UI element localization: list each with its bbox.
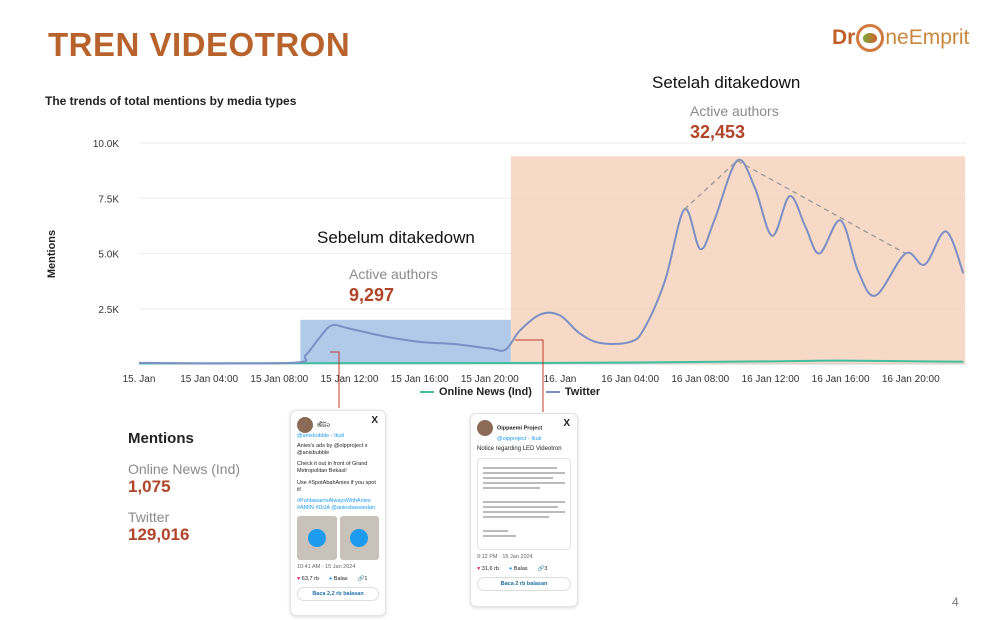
reply-icon: ●: [328, 576, 333, 583]
stat-value-twitter: 129,016: [128, 525, 190, 544]
tweet-videos[interactable]: [297, 516, 379, 561]
page-number: 4: [952, 595, 959, 609]
x-tick-label: 16 Jan 08:00: [671, 374, 729, 385]
video-thumbnail[interactable]: [297, 516, 337, 561]
x-logo-icon: X: [371, 415, 378, 426]
arrow-tweet-1: [330, 351, 340, 408]
x-tick-label: 16 Jan 12:00: [742, 374, 800, 385]
x-tick-label: 16. Jan: [544, 374, 577, 385]
avatar: [477, 420, 493, 436]
logo-bird-icon: [856, 24, 885, 52]
series-twitter: [138, 158, 965, 365]
region-before-takedown: [300, 319, 511, 364]
x-tick-label: 15 Jan 12:00: [321, 374, 379, 385]
tweet-card-1[interactable]: X ໝີມ້ວ @anisbubble · Ikuti Anies's ads b…: [290, 410, 386, 616]
logo-text-pre: Dr: [832, 26, 856, 49]
before-active-authors-value: 9,297: [349, 285, 395, 305]
logo-text-post: neEmprit: [885, 26, 970, 49]
x-logo-icon: X: [563, 418, 570, 429]
x-tick-label: 15 Jan 16:00: [391, 374, 449, 385]
x-tick-label: 16 Jan 04:00: [601, 374, 659, 385]
tweet-handle[interactable]: @anisbubble: [297, 433, 330, 439]
legend-online-news[interactable]: Online News (Ind): [420, 386, 532, 398]
like-button[interactable]: ♥ 31,6 rb: [477, 565, 499, 572]
share-button[interactable]: 🔗3: [537, 565, 548, 572]
y-tick-label: 10.0K: [93, 139, 119, 150]
link-icon: 🔗: [537, 565, 545, 572]
reply-button[interactable]: ● Balas: [328, 576, 348, 583]
before-active-authors-label: Active authors: [349, 266, 438, 282]
drone-emprit-logo: Dr neEmprit: [832, 24, 969, 52]
notice-image[interactable]: [477, 457, 571, 550]
read-replies-button[interactable]: Baca 2,2 rb balasan: [297, 587, 379, 602]
stats-heading: Mentions: [128, 430, 194, 447]
x-tick-label: 15 Jan 20:00: [461, 374, 519, 385]
legend-twitter[interactable]: Twitter: [545, 386, 600, 398]
avatar: [297, 417, 313, 433]
tweet-time: 10:41 AM · 15 Jan 2024: [297, 564, 356, 571]
stat-value-online-news: 1,075: [128, 477, 171, 496]
tweet-author: ໝີມ້ວ: [317, 422, 330, 429]
x-tick-label: 15. Jan: [123, 374, 156, 385]
video-thumbnail[interactable]: [339, 516, 379, 561]
tweet-text: Notice regarding LED Videotron: [477, 446, 562, 452]
heart-icon: ♥: [297, 576, 301, 583]
mentions-stats: Mentions Online News (Ind) 1,075 Twitter…: [128, 430, 240, 557]
before-takedown-label: Sebelum ditakedown: [317, 228, 475, 247]
link-icon: 🔗: [357, 576, 365, 583]
tweet-time: 9:12 PM · 15 Jan 2024: [477, 553, 533, 560]
reply-button[interactable]: ● Balas: [508, 565, 528, 572]
trend-dashed-line: [684, 159, 906, 255]
x-tick-label: 16 Jan 20:00: [882, 374, 940, 385]
read-replies-button[interactable]: Baca 2 rb balasan: [477, 576, 571, 591]
chart-title: The trends of total mentions by media ty…: [45, 94, 297, 108]
after-takedown-label: Setelah ditakedown: [652, 73, 801, 92]
after-active-authors-label: Active authors: [690, 103, 779, 119]
stat-label-twitter: Twitter: [128, 509, 170, 525]
arrow-tweet-2: [515, 339, 544, 412]
heart-icon: ♥: [477, 565, 481, 572]
tweet-author: Oippaemi Project: [497, 425, 543, 432]
slide-title: TREN VIDEOTRON: [48, 26, 351, 63]
tweet-card-2[interactable]: X Oippaemi Project @oipproject · Ikuti No…: [470, 413, 578, 607]
tweet-handle[interactable]: @oipproject: [497, 436, 527, 442]
series-online-news-ind-: [138, 359, 964, 365]
like-button[interactable]: ♥ 63,7 rb: [297, 576, 319, 583]
follow-link[interactable]: Ikuti: [334, 433, 345, 439]
tweet-text: Use #SpotAbahAnies if you spot it!: [297, 479, 376, 493]
stat-label-online-news: Online News (Ind): [128, 461, 241, 477]
tweet-text: Check it out in front of Grand Metropoli…: [297, 461, 368, 475]
reply-icon: ●: [508, 565, 513, 572]
x-tick-label: 16 Jan 16:00: [812, 374, 870, 385]
share-button[interactable]: 🔗1: [357, 576, 368, 583]
x-tick-label: 15 Jan 08:00: [250, 374, 308, 385]
y-tick-label: 7.5K: [98, 194, 119, 205]
y-tick-label: 2.5K: [98, 305, 119, 316]
follow-link[interactable]: Ikuti: [531, 436, 542, 442]
region-after-takedown: [510, 156, 966, 364]
x-tick-label: 15 Jan 04:00: [180, 374, 238, 385]
tweet-hashtags[interactable]: #PahlawanIsAlwaysWithAnies #AMIN #DiJA @…: [297, 497, 376, 511]
y-tick-label: 5.0K: [98, 250, 119, 261]
chart-legend: Online News (Ind) Twitter: [420, 386, 600, 398]
after-active-authors-value: 32,453: [690, 122, 746, 142]
tweet-text: Anies's ads by @olpproject x @anisbubble: [297, 443, 368, 457]
